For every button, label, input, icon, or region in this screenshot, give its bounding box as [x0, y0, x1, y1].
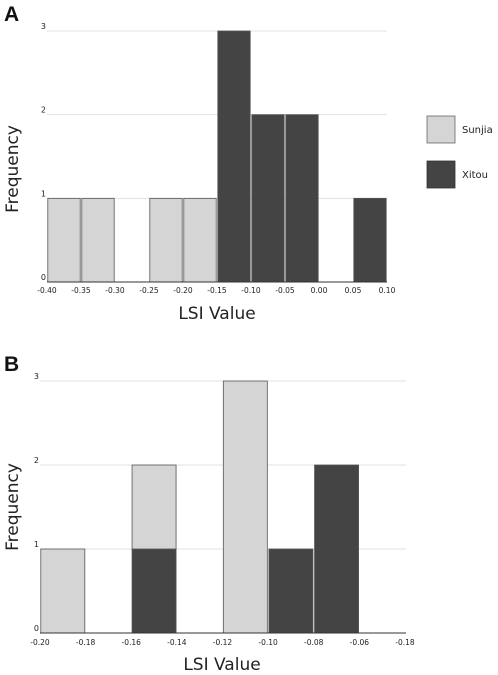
- panel-a-x-tick-label: -0.25: [139, 286, 159, 295]
- panel-a-bar-sunjia: [81, 197, 115, 283]
- panel-a-y-tick-label: 0: [41, 273, 46, 282]
- panel-b-x-axis-label: LSI Value: [183, 655, 260, 675]
- panel-a-bars: [47, 30, 387, 283]
- panel-b-y-axis-label: Frequency: [3, 463, 23, 551]
- panel-a-grid: [47, 30, 387, 199]
- legend-label-sunjia: Sunjia: [462, 125, 493, 136]
- panel-a-x-tick-label: -0.30: [105, 286, 125, 295]
- panel-a-x-tick-label: -0.40: [37, 286, 57, 295]
- panel-b-x-tick-label: -0.20: [30, 638, 50, 647]
- panel-b-bar-sunjia: [131, 464, 177, 550]
- panel-b-letter: B: [4, 353, 19, 376]
- panel-b-bar-xitou: [131, 548, 177, 634]
- panel-b-x-tick-label: -0.14: [167, 638, 187, 647]
- panel-b-y-ticks: 0 1 2 3: [34, 372, 39, 633]
- panel-a-bar-sunjia: [149, 197, 183, 283]
- panel-b-bar-sunjia: [40, 548, 86, 634]
- panel-a-y-tick-label: 3: [41, 22, 46, 31]
- panel-a-bar-xitou: [217, 30, 251, 283]
- panel-b-bar-xitou: [314, 464, 359, 634]
- panel-b-x-tick-label: -0.18: [76, 638, 96, 647]
- panel-a-x-tick-label: 0.10: [379, 286, 396, 295]
- panel-a-bar-xitou: [285, 114, 319, 283]
- legend-swatch-xitou: [426, 160, 456, 189]
- panel-a-bar-xitou: [251, 114, 285, 283]
- panel-b-y-tick-label: 0: [34, 624, 39, 633]
- panel-a-x-ticks: -0.40 -0.35 -0.30 -0.25 -0.20 -0.15 -0.10 -0.05…: [37, 286, 395, 295]
- panel-b-x-tick-label: -0.18: [395, 638, 415, 647]
- panel-b-x-tick-label: -0.08: [304, 638, 324, 647]
- panel-b-x-ticks: -0.20 -0.18 -0.16 -0.14 -0.12 -0.10 -0.08 -0.06…: [30, 638, 415, 647]
- panel-b-bar-sunjia: [222, 380, 268, 634]
- panel-b-bars: [40, 380, 359, 634]
- panel-b-x-tick-label: -0.16: [122, 638, 142, 647]
- panel-a-bar-xitou: [353, 197, 387, 283]
- panel-a-letter: A: [4, 3, 19, 26]
- panel-b-y-tick-label: 3: [34, 372, 39, 381]
- panel-a-x-tick-label: -0.10: [241, 286, 261, 295]
- panel-a-x-tick-label: -0.15: [207, 286, 227, 295]
- legend: Sunjia Xitou: [426, 115, 493, 189]
- panel-a-y-ticks: 0 1 2 3: [41, 22, 46, 282]
- panel-b-x-tick-label: -0.12: [213, 638, 233, 647]
- panel-a-x-tick-label: -0.35: [71, 286, 91, 295]
- panel-a-y-tick-label: 1: [41, 189, 46, 198]
- panel-a-x-tick-label: 0.00: [311, 286, 328, 295]
- panel-a-y-tick-label: 2: [41, 106, 46, 115]
- panel-b-y-tick-label: 2: [34, 456, 39, 465]
- panel-a-x-tick-label: -0.20: [173, 286, 193, 295]
- panel-a-y-axis-label: Frequency: [3, 125, 23, 213]
- panel-b-x-tick-label: -0.06: [350, 638, 370, 647]
- panel-a-bar-sunjia: [183, 197, 217, 283]
- legend-swatch-sunjia: [426, 115, 456, 144]
- panel-a-x-tick-label: -0.05: [275, 286, 295, 295]
- panel-a-x-axis-label: LSI Value: [178, 304, 255, 324]
- panel-b-y-tick-label: 1: [34, 540, 39, 549]
- panel-b-x-tick-label: -0.10: [258, 638, 278, 647]
- legend-label-xitou: Xitou: [462, 170, 488, 181]
- panel-a-bar-sunjia: [47, 197, 81, 283]
- panel-a-x-tick-label: 0.05: [345, 286, 362, 295]
- panel-b-bar-xitou: [268, 548, 314, 634]
